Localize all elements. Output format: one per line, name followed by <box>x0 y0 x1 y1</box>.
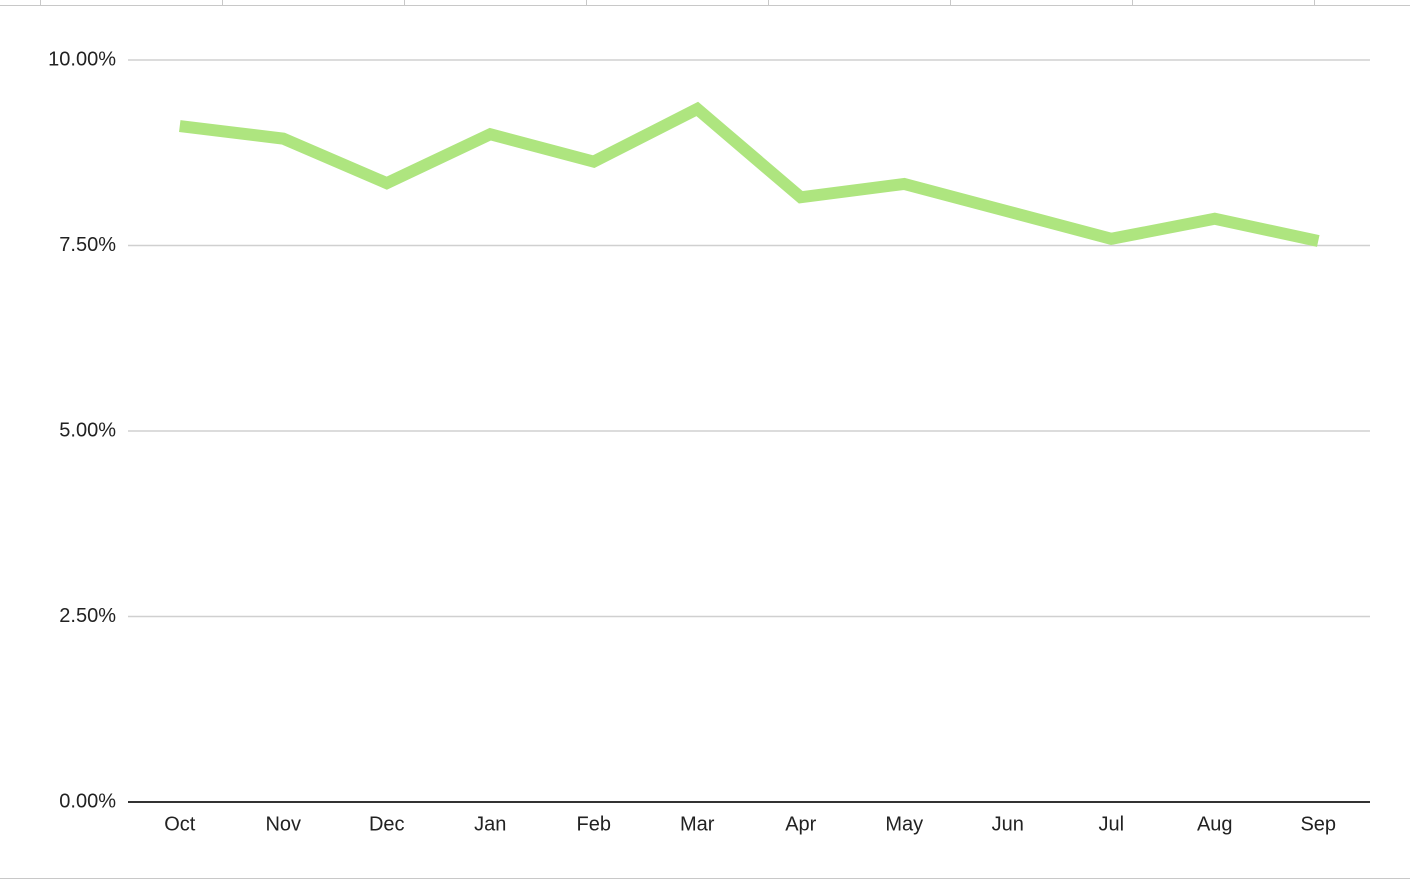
x-tick-label: Mar <box>680 813 715 835</box>
x-tick-label: Jul <box>1098 813 1124 835</box>
x-tick-label: Feb <box>577 813 611 835</box>
y-tick-label: 2.50% <box>59 605 116 627</box>
x-tick-label: Apr <box>785 813 816 835</box>
x-tick-label: Nov <box>265 813 301 835</box>
data-line <box>179 101 1320 247</box>
y-tick-label: 7.50% <box>59 234 116 256</box>
y-tick-label: 10.00% <box>48 48 116 70</box>
x-tick-label: Jun <box>992 813 1024 835</box>
x-tick-label: Jan <box>474 813 506 835</box>
y-tick-label: 5.00% <box>59 419 116 441</box>
x-tick-label: Sep <box>1300 813 1336 835</box>
x-tick-label: Dec <box>369 813 405 835</box>
x-tick-label: May <box>885 813 923 835</box>
x-tick-label: Oct <box>164 813 196 835</box>
y-tick-label: 0.00% <box>59 790 116 812</box>
x-tick-label: Aug <box>1197 813 1233 835</box>
